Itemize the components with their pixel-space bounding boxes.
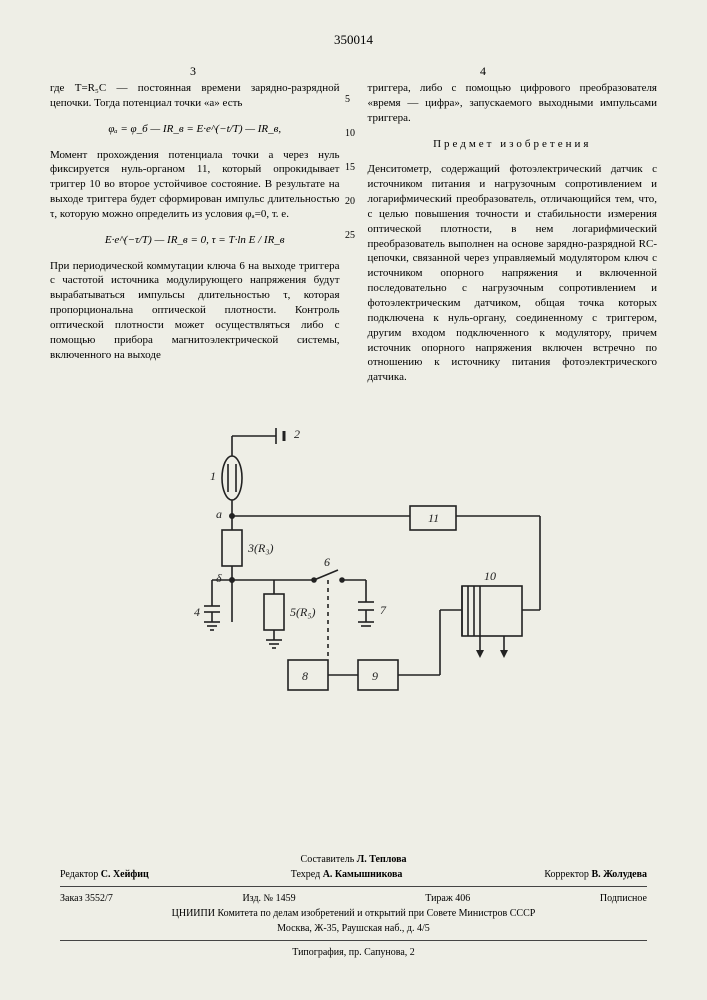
svg-text:δ: δ	[216, 571, 222, 585]
order-number: Заказ 3552/7	[60, 891, 113, 906]
paragraph: Момент прохождения потенциала точки a че…	[50, 148, 340, 222]
svg-text:a: a	[216, 507, 222, 521]
print-row: Заказ 3552/7 Изд. № 1459 Тираж 406 Подпи…	[60, 891, 647, 906]
composer-label: Составитель	[301, 854, 355, 865]
svg-text:10: 10	[484, 569, 496, 583]
paragraph: При периодической коммутации ключа 6 на …	[50, 259, 340, 363]
edition-number: Изд. № 1459	[242, 891, 295, 906]
svg-text:7: 7	[380, 603, 387, 617]
line-marker: 25	[345, 231, 355, 241]
svg-text:9: 9	[372, 669, 378, 683]
paragraph: где T=R₅C — постоянная времени зарядно-р…	[50, 81, 340, 111]
column-left: где T=R₅C — постоянная времени зарядно-р…	[50, 70, 340, 396]
page-number-left: 3	[190, 64, 196, 79]
line-marker: 5	[345, 95, 355, 105]
composer-name: Л. Теплова	[357, 854, 407, 865]
svg-text:6: 6	[324, 555, 330, 569]
line-number-gutter: 5 10 15 20 25	[345, 95, 355, 265]
formula: φₐ = φ_б — IR_в = E·e^(−t/T) — IR_в,	[50, 122, 340, 137]
circuit-diagram: 2 1 a 3(R₃) δ 4	[140, 420, 570, 730]
line-marker: 15	[345, 163, 355, 173]
claim-heading: Предмет изобретения	[368, 137, 658, 152]
page: 350014 3 4 5 10 15 20 25 где T=R₅C — пос…	[0, 0, 707, 1000]
organization: ЦНИИПИ Комитета по делам изобретений и о…	[60, 906, 647, 921]
address: Москва, Ж-35, Раушская наб., д. 4/5	[60, 921, 647, 936]
svg-text:8: 8	[302, 669, 308, 683]
print-run: Тираж 406	[425, 891, 470, 906]
document-number: 350014	[0, 32, 707, 48]
subscription: Подписное	[600, 891, 647, 906]
divider	[60, 940, 647, 941]
svg-text:3(R₃): 3(R₃)	[247, 541, 274, 555]
page-number-right: 4	[480, 64, 486, 79]
svg-text:11: 11	[428, 511, 439, 525]
corrector-block: Корректор В. Жолудева	[544, 867, 647, 882]
editor-block: Редактор С. Хейфиц	[60, 867, 149, 882]
svg-text:5(R₅): 5(R₅)	[290, 605, 316, 619]
column-right: триггера, либо с помощью цифрового преоб…	[368, 70, 658, 396]
svg-text:4: 4	[194, 605, 200, 619]
divider	[60, 886, 647, 887]
footer: Составитель Л. Теплова Редактор С. Хейфи…	[60, 852, 647, 960]
editorial-row: Редактор С. Хейфиц Техред А. Камышникова…	[60, 867, 647, 882]
formula: E·e^(−τ/T) — IR_в = 0, τ = T·ln E / IR_в	[50, 233, 340, 248]
composer-line: Составитель Л. Теплова	[60, 852, 647, 867]
line-marker: 10	[345, 129, 355, 139]
paragraph: триггера, либо с помощью цифрового преоб…	[368, 81, 658, 126]
line-marker: 20	[345, 197, 355, 207]
paragraph: Денситометр, содержащий фотоэлектрически…	[368, 162, 658, 385]
techred-block: Техред А. Камышникова	[291, 867, 403, 882]
typography: Типография, пр. Сапунова, 2	[60, 945, 647, 960]
svg-text:2: 2	[294, 427, 300, 441]
svg-text:1: 1	[210, 469, 216, 483]
